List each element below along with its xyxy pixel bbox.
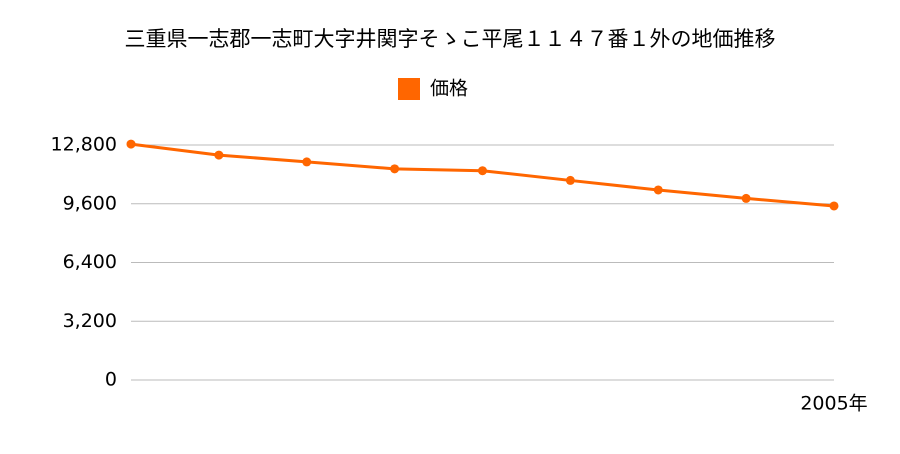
y-tick-label: 0 bbox=[105, 369, 117, 391]
y-tick-label: 9,600 bbox=[63, 192, 117, 214]
y-tick-label: 12,800 bbox=[51, 134, 117, 156]
point bbox=[653, 185, 663, 195]
chart-title: 三重県一志郡一志町大字井関字そゝこ平尾１１４７番１外の地価推移 bbox=[125, 27, 776, 51]
point bbox=[741, 193, 751, 203]
y-tick-label: 3,200 bbox=[63, 310, 117, 332]
point bbox=[126, 139, 136, 149]
point bbox=[302, 157, 312, 167]
point bbox=[829, 201, 839, 211]
legend-label: 価格 bbox=[430, 78, 468, 100]
x-tick-label: 2005年 bbox=[800, 393, 867, 415]
point bbox=[478, 166, 487, 176]
point bbox=[390, 164, 400, 174]
point bbox=[565, 175, 575, 185]
legend-swatch bbox=[398, 78, 420, 100]
point bbox=[214, 150, 224, 160]
y-tick-label: 6,400 bbox=[63, 251, 117, 273]
